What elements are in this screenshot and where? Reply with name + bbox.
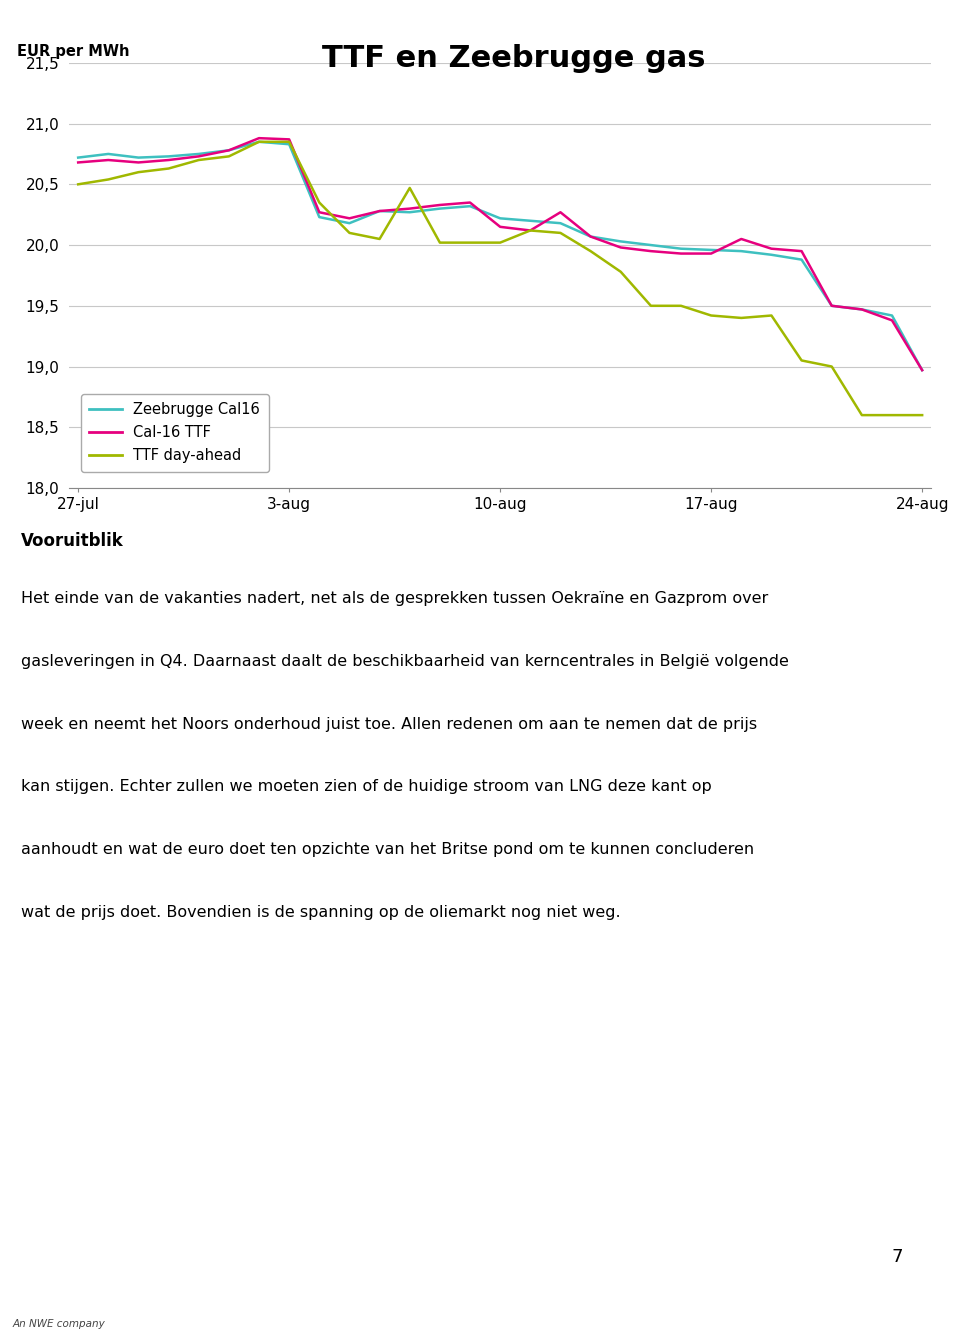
Text: kan stijgen. Echter zullen we moeten zien of de huidige stroom van LNG deze kant: kan stijgen. Echter zullen we moeten zie… [21, 779, 712, 794]
Text: aanhoudt en wat de euro doet ten opzichte van het Britse pond om te kunnen concl: aanhoudt en wat de euro doet ten opzicht… [21, 842, 755, 857]
Text: TTF en Zeebrugge gas: TTF en Zeebrugge gas [322, 44, 706, 74]
Text: An NWE company: An NWE company [12, 1318, 106, 1329]
Text: week en neemt het Noors onderhoud juist toe. Allen redenen om aan te nemen dat d: week en neemt het Noors onderhoud juist … [21, 717, 757, 731]
Text: EUR per MWh: EUR per MWh [17, 44, 130, 59]
Text: Het einde van de vakanties nadert, net als de gesprekken tussen Oekraïne en Gazp: Het einde van de vakanties nadert, net a… [21, 591, 768, 606]
Text: wat de prijs doet. Bovendien is de spanning op de oliemarkt nog niet weg.: wat de prijs doet. Bovendien is de spann… [21, 905, 621, 920]
Legend: Zeebrugge Cal16, Cal-16 TTF, TTF day-ahead: Zeebrugge Cal16, Cal-16 TTF, TTF day-ahe… [81, 393, 269, 472]
Text: gasleveringen in Q4. Daarnaast daalt de beschikbaarheid van kerncentrales in Bel: gasleveringen in Q4. Daarnaast daalt de … [21, 654, 789, 668]
Text: 7: 7 [892, 1247, 903, 1266]
Text: Vooruitblik: Vooruitblik [21, 532, 124, 550]
